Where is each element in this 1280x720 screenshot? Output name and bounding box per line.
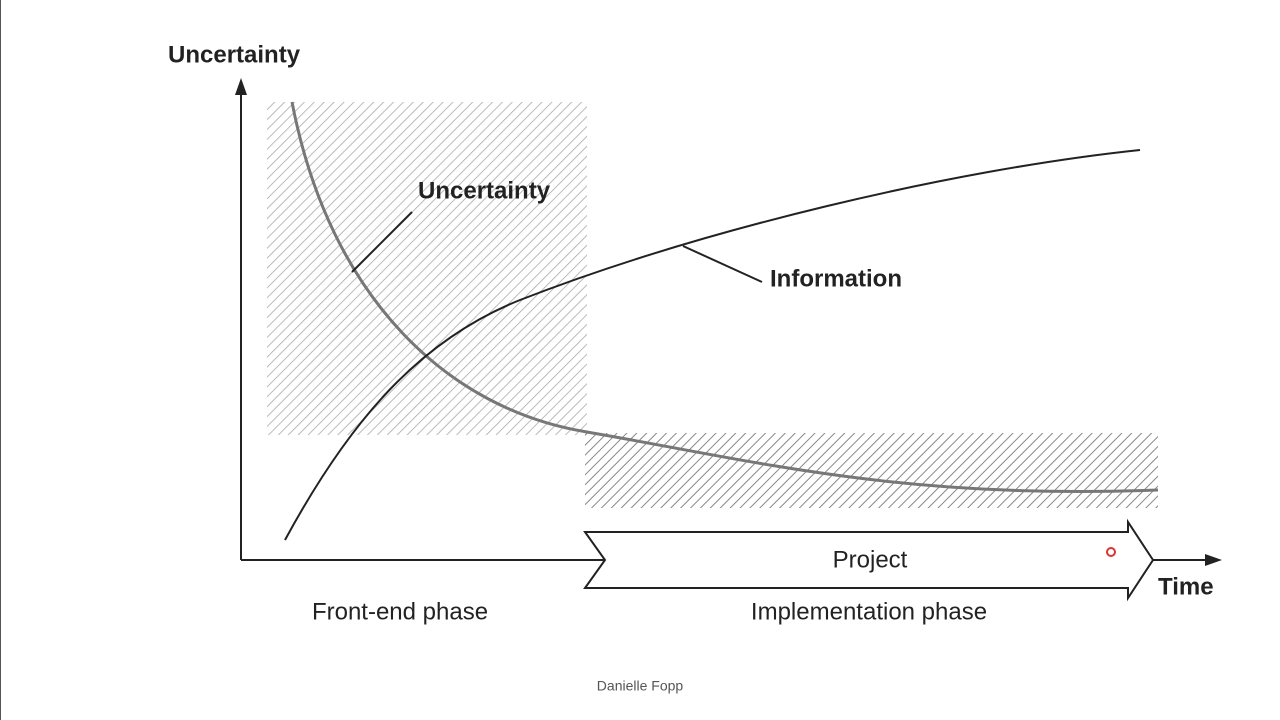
curve-label: Information [770,265,902,292]
project-arrow [583,518,1155,602]
curve-label: Uncertainty [418,177,551,204]
phase-label: Front-end phase [312,598,488,625]
y-axis-label: Uncertainty [168,41,301,68]
y-axis-arrow [235,78,247,95]
front-end-hatch [267,102,587,435]
arrow-label: Project [833,546,908,573]
information-curve [284,149,1141,541]
implementation-hatch [585,433,1158,508]
phase-label: Implementation phase [751,598,987,625]
x-axis-label: Time [1158,573,1214,600]
cursor-dot [1106,547,1116,557]
information-leader [682,245,763,283]
uncertainty-curve [290,101,1159,494]
uncertainty-leader [351,211,413,273]
x-axis-arrow [1205,554,1222,566]
footer-author: Danielle Fopp [597,678,684,694]
